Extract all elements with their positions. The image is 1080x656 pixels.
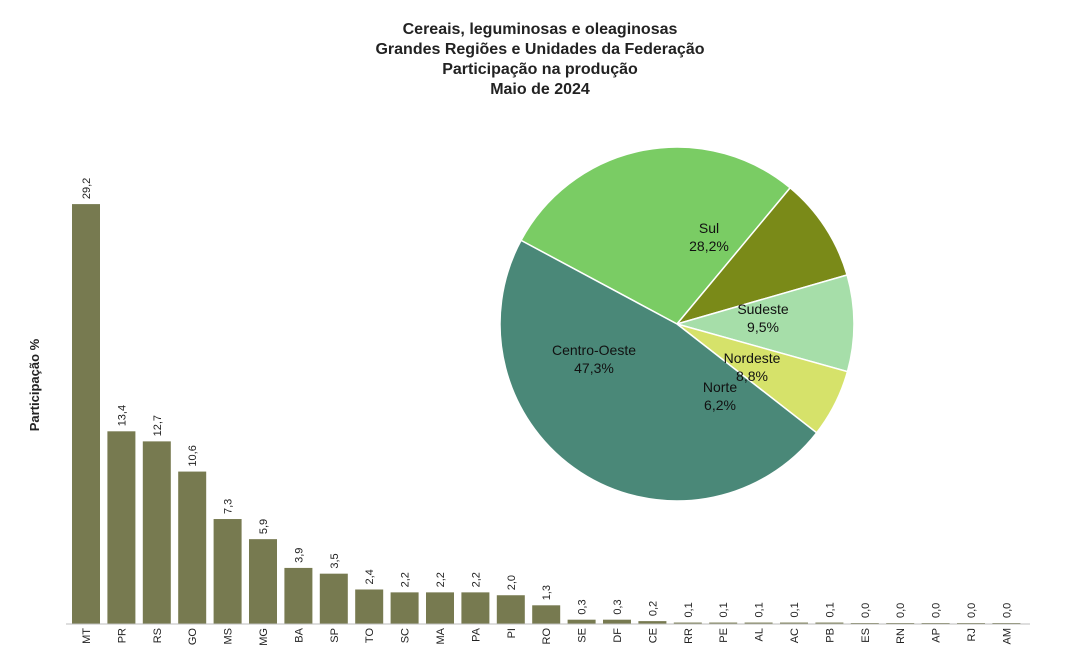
x-tick-rj: RJ [966, 628, 978, 641]
title-line-1: Cereais, leguminosas e oleaginosas [402, 21, 678, 38]
title-line-4: Maio de 2024 [490, 81, 590, 98]
data-label-rn: 0,0 [895, 603, 907, 618]
data-label-ro: 1,3 [541, 585, 553, 600]
bar-ba [284, 567, 313, 624]
bar-rs [142, 441, 171, 624]
pie-value-norte: 6,2% [704, 397, 736, 413]
pie-value-sudeste: 9,5% [747, 319, 779, 335]
x-tick-pi: PI [506, 628, 518, 638]
bar-ms [213, 519, 242, 624]
x-tick-ac: AC [789, 628, 801, 643]
x-tick-pb: PB [824, 628, 836, 643]
pie-value-sul: 28,2% [689, 238, 729, 254]
pie-label-norte: Norte [703, 379, 737, 395]
x-tick-rs: RS [152, 628, 164, 643]
bar-ce [638, 621, 667, 624]
pie-chart: Sul 28,2% Sudeste 9,5% Nordeste 8,8%Norte 6,2%… [499, 146, 855, 502]
x-tick-ce: CE [647, 628, 659, 643]
x-tick-rn: RN [895, 628, 907, 644]
x-tick-ms: MS [223, 628, 235, 645]
bar-sc [390, 592, 419, 624]
data-label-es: 0,0 [860, 603, 872, 618]
data-label-pb: 0,1 [824, 602, 836, 617]
data-label-sp: 3,5 [329, 553, 341, 568]
x-tick-mt: MT [81, 628, 93, 644]
data-label-pe: 0,1 [718, 602, 730, 617]
pie-slice-nordeste [674, 274, 855, 373]
bar-ac [780, 622, 808, 624]
bar-al [744, 622, 773, 624]
pie-slice-sul [519, 146, 792, 325]
bar-mt [72, 204, 100, 624]
bar-pe [709, 622, 738, 624]
data-label-df: 0,3 [612, 599, 624, 614]
x-tick-ba: BA [293, 627, 305, 642]
data-label-pi: 2,0 [506, 575, 518, 590]
pie-value-nordeste: 8,8% [736, 368, 768, 384]
pie-slice-sudeste [674, 186, 849, 326]
pie-value-centro-oeste: 47,3% [574, 360, 614, 376]
data-label-pr: 13,4 [116, 405, 128, 426]
pie-label-sudeste: Sudeste [737, 301, 789, 317]
x-tick-ma: MA [435, 627, 447, 644]
data-label-se: 0,3 [577, 599, 589, 614]
data-label-ac: 0,1 [789, 602, 801, 617]
bar-sp [319, 573, 348, 624]
data-label-ma: 2,2 [435, 572, 447, 587]
bar-ro [532, 605, 561, 624]
data-label-ce: 0,2 [647, 601, 659, 616]
bar-mg [249, 539, 277, 624]
x-tick-pa: PA [470, 627, 482, 642]
data-label-am: 0,0 [1001, 603, 1013, 618]
data-label-ms: 7,3 [223, 499, 235, 514]
y-axis-label: Participação % [27, 338, 42, 431]
bar-go [178, 471, 207, 624]
x-tick-pr: PR [116, 628, 128, 643]
x-tick-go: GO [187, 628, 199, 646]
bar-ma [426, 592, 454, 624]
x-tick-sc: SC [400, 628, 412, 643]
title-line-2: Grandes Regiões e Unidades da Federação [375, 41, 705, 58]
data-label-ba: 3,9 [293, 548, 305, 563]
chart-title: Cereais, leguminosas e oleaginosas Grand… [0, 20, 1080, 100]
x-tick-rr: RR [683, 628, 695, 644]
data-label-sc: 2,2 [400, 572, 412, 587]
bar-rr [673, 622, 702, 624]
x-tick-es: ES [860, 628, 872, 643]
pie-slice-centro-oeste [499, 239, 818, 502]
data-label-mt: 29,2 [81, 178, 93, 199]
data-label-go: 10,6 [187, 445, 199, 466]
x-tick-mg: MG [258, 628, 270, 646]
x-tick-ro: RO [541, 628, 553, 645]
bar-se [567, 619, 596, 624]
bar-df [603, 619, 631, 624]
x-tick-al: AL [754, 628, 766, 641]
x-tick-df: DF [612, 628, 624, 643]
data-label-rj: 0,0 [966, 603, 978, 618]
data-label-ap: 0,0 [931, 603, 943, 618]
data-label-rr: 0,1 [683, 602, 695, 617]
bar-chart: 29,2 MT 13,4 PR 12,7 RS 10,6 GO 7,3 MS 5,9 MG 3,9 BA 3… [66, 178, 1030, 646]
bar-pa [461, 592, 490, 624]
data-label-rs: 12,7 [152, 415, 164, 436]
bar-pi [496, 595, 525, 624]
pie-label-nordeste: Nordeste [724, 350, 781, 366]
x-tick-am: AM [1001, 628, 1013, 645]
bar-to [355, 589, 384, 624]
data-label-mg: 5,9 [258, 519, 270, 534]
pie-label-centro-oeste: Centro-Oeste [552, 342, 636, 358]
x-tick-pe: PE [718, 628, 730, 643]
x-tick-ap: AP [931, 628, 943, 643]
x-tick-sp: SP [329, 628, 341, 643]
pie-label-sul: Sul [699, 220, 719, 236]
bar-pr [107, 431, 136, 624]
bar-pb [815, 622, 844, 624]
title-line-3: Participação na produção [442, 61, 638, 78]
data-label-pa: 2,2 [470, 572, 482, 587]
x-tick-se: SE [577, 628, 589, 643]
data-label-al: 0,1 [754, 602, 766, 617]
x-tick-to: TO [364, 628, 376, 644]
data-label-to: 2,4 [364, 569, 376, 584]
